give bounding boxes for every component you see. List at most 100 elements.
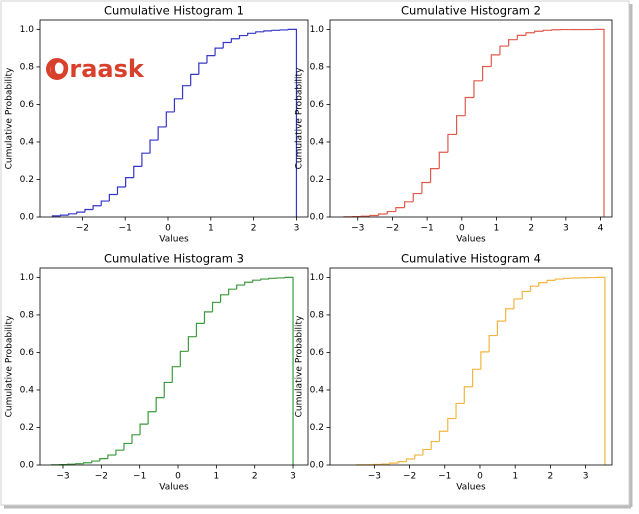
y-tick-label: 0.4 <box>20 137 35 147</box>
y-axis-label: Cumulative Probability <box>295 67 305 169</box>
y-tick-label: 1.0 <box>20 25 35 35</box>
hist-step <box>222 41 232 49</box>
hist-step <box>430 440 440 450</box>
hist-step <box>131 434 141 444</box>
x-tick-label: 1 <box>208 224 214 234</box>
x-tick-label: 1 <box>512 472 518 482</box>
hist-step <box>108 193 118 202</box>
hist-step <box>464 96 474 116</box>
hist-step <box>206 55 216 64</box>
x-tick-label: −1 <box>133 472 146 482</box>
x-tick-label: −1 <box>420 224 433 234</box>
subplot: Cumulative Histogram 4 Values Cumulative P… <box>295 252 613 493</box>
hist-step <box>133 165 142 178</box>
x-tick-label: 3 <box>583 472 589 482</box>
y-tick-label: 0.4 <box>310 385 325 395</box>
x-tick-label: 2 <box>548 472 554 482</box>
hist-step <box>83 462 92 464</box>
x-tick-label: 3 <box>563 224 569 234</box>
y-tick-label: 0.8 <box>310 310 325 320</box>
hist-step <box>397 461 407 464</box>
axes-frame <box>39 267 309 466</box>
hist-step <box>473 80 483 98</box>
hist-step <box>92 205 102 210</box>
hist-step <box>447 133 457 153</box>
hist-step <box>123 442 133 451</box>
hist-step <box>412 192 422 202</box>
y-tick-label: 0.4 <box>20 385 35 395</box>
axes-frame <box>329 19 613 218</box>
hist-step <box>525 32 535 36</box>
hist-step <box>389 462 399 465</box>
hist-step <box>59 214 69 216</box>
hist-step <box>179 350 189 367</box>
hist-step <box>554 278 564 281</box>
x-axis-label: Values <box>159 235 189 245</box>
y-tick-label: 1.0 <box>20 273 35 283</box>
chart-title: Cumulative Histogram 1 <box>104 4 244 18</box>
hist-step <box>125 177 134 187</box>
y-tick-label: 0.2 <box>20 175 34 185</box>
hist-step <box>455 402 465 419</box>
y-tick-label: 1.0 <box>310 25 325 35</box>
hist-step <box>505 308 514 322</box>
hist-step <box>190 73 199 86</box>
hist-step <box>456 115 466 135</box>
hist-step <box>141 152 151 167</box>
y-tick-label: 0.8 <box>310 62 325 72</box>
watermark: Oraask <box>49 55 145 83</box>
hist-step <box>107 454 116 459</box>
hist-step <box>562 277 572 280</box>
hist-step <box>403 201 414 208</box>
hist-step <box>260 278 269 281</box>
hist-step <box>228 288 237 295</box>
y-axis-label: Cumulative Probability <box>5 67 15 169</box>
hist-step <box>438 151 448 169</box>
y-tick-label: 0.0 <box>310 213 325 223</box>
hist-step <box>488 334 498 352</box>
hist-step <box>438 430 448 442</box>
y-tick-label: 0.0 <box>20 461 35 471</box>
hist-step <box>238 34 248 39</box>
hist-step <box>546 279 556 283</box>
x-tick-label: 0 <box>175 472 181 482</box>
y-tick-label: 0.6 <box>20 348 35 358</box>
hist-step <box>84 208 94 213</box>
hist-step <box>149 139 159 154</box>
y-tick-label: 1.0 <box>310 273 325 283</box>
hist-step <box>195 322 205 337</box>
x-tick-label: −2 <box>403 472 416 482</box>
hist-step <box>173 98 183 112</box>
hist-step <box>247 32 256 36</box>
hist-step <box>76 211 85 214</box>
hist-step <box>268 277 277 280</box>
y-tick-label: 0.4 <box>310 137 325 147</box>
hist-step <box>386 210 396 214</box>
y-tick-label: 0.8 <box>20 62 35 72</box>
x-tick-label: −3 <box>368 472 381 482</box>
hist-step <box>181 85 191 99</box>
hist-step <box>198 62 207 75</box>
hist-step <box>99 458 108 462</box>
y-tick-label: 0.0 <box>20 213 35 223</box>
x-tick-label: 2 <box>252 472 258 482</box>
x-axis-label: Values <box>456 483 486 493</box>
logo-ring <box>46 58 68 80</box>
hist-step <box>157 126 167 141</box>
axes-frame <box>329 267 613 466</box>
hist-step <box>594 28 605 217</box>
x-axis-label: Values <box>456 235 486 245</box>
x-tick-label: −2 <box>386 224 399 234</box>
hist-step <box>414 454 423 459</box>
hist-step <box>529 285 539 292</box>
hist-step <box>214 47 224 56</box>
hist-step <box>516 34 526 40</box>
hist-step <box>219 294 229 303</box>
x-tick-label: 1 <box>213 472 219 482</box>
hist-step <box>187 336 197 352</box>
hist-step <box>252 279 261 283</box>
x-tick-label: −2 <box>76 224 89 234</box>
chart-title: Cumulative Histogram 4 <box>401 252 541 266</box>
hist-step <box>490 54 500 67</box>
hist-step <box>463 386 473 404</box>
